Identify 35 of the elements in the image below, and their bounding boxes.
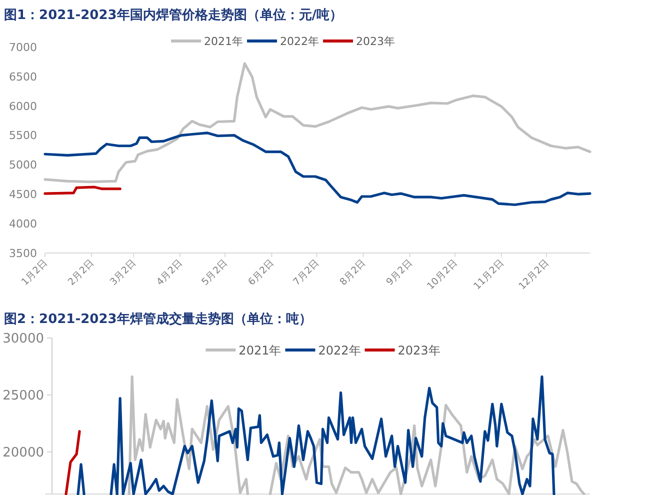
y-tick-label: 5000: [9, 158, 37, 172]
legend-label: 2021年: [204, 34, 243, 48]
chart-title: 图2：2021-2023年焊管成交量走势图（单位：吨）: [4, 311, 312, 327]
line-series: [44, 132, 592, 206]
y-tick-label: 25000: [2, 388, 44, 404]
x-tick-label: 4月2日: [154, 257, 186, 288]
y-tick-label: 7000: [9, 40, 37, 54]
legend-label: 2022年: [318, 343, 361, 358]
line-series: [44, 62, 592, 184]
y-tick-label: 4000: [9, 218, 37, 231]
y-tick-label: 30000: [2, 332, 44, 347]
x-tick-label: 7月2日: [291, 257, 322, 288]
x-tick-label: 3月2日: [108, 257, 139, 288]
chart-title: 图1：2021-2023年国内焊管价格走势图（单位：元/吨）: [4, 7, 343, 23]
y-tick-label: 4500: [9, 188, 37, 202]
x-tick-label: 12月2日: [516, 257, 552, 292]
x-tick-label: 11月2日: [472, 257, 507, 292]
legend-label: 2023年: [356, 34, 395, 48]
x-tick-label: 5月2日: [200, 257, 230, 288]
legend-label: 2022年: [280, 34, 319, 48]
x-tick-label: 8月2日: [338, 257, 368, 288]
x-tick-label: 1月2日: [20, 257, 50, 288]
x-tick-label: 10月2日: [425, 257, 460, 292]
y-tick-label: 3500: [9, 246, 37, 260]
y-tick-label: 6000: [9, 100, 37, 113]
line-series: [64, 430, 81, 495]
legend-label: 2021年: [238, 343, 282, 358]
x-tick-label: 9月2日: [384, 257, 415, 288]
y-tick-label: 20000: [2, 446, 44, 461]
legend-label: 2023年: [398, 343, 440, 358]
x-tick-label: 6月2日: [246, 257, 277, 288]
y-tick-label: 6500: [9, 70, 37, 84]
x-tick-label: 2月2日: [66, 257, 97, 288]
line-series: [44, 186, 122, 195]
y-tick-label: 5500: [9, 129, 37, 142]
